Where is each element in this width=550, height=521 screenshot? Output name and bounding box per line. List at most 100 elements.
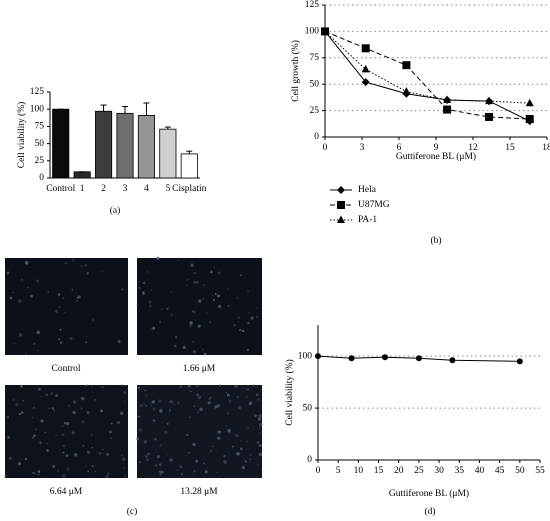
cell-speck [18,462,22,466]
cell-speck [158,399,162,403]
cell-speck [226,288,229,290]
cell-speck [203,462,205,465]
cell-speck [138,286,141,290]
x-tick-label: 2 [101,184,106,194]
cell-speck [62,444,65,448]
cell-speck [248,312,250,314]
cell-speck [98,452,102,455]
micrograph [137,385,262,478]
cell-speck [177,402,180,404]
cell-speck [256,393,259,396]
cell-speck [86,450,91,454]
y-axis-label: Cell viability (%) [284,359,295,426]
y-tick-label: 75 [310,53,320,63]
cell-speck [122,457,126,461]
cell-speck [186,278,189,281]
cell-speck [142,281,146,285]
micrograph [5,258,128,355]
cell-speck [31,436,35,439]
cell-speck [107,472,110,475]
y-tick-label: 0 [307,455,312,465]
cell-speck [121,288,124,291]
marker [525,98,534,107]
panel-label: (a) [110,205,121,216]
cell-speck [246,396,248,398]
cell-speck [105,475,109,479]
cell-speck [145,404,147,407]
x-tick-label: 15 [505,143,515,153]
x-tick-label: 20 [394,466,404,476]
x-tick-label: 15 [374,466,384,476]
cell-speck [254,414,257,418]
cell-speck [71,289,74,291]
cell-speck [166,422,169,425]
x-tick-label: 30 [434,466,444,476]
cell-speck [22,399,25,402]
cell-speck [192,340,195,343]
panel-label: (d) [424,506,435,517]
cell-speck [46,442,49,445]
cell-speck [169,458,173,462]
cell-speck [84,385,87,387]
cell-speck [155,439,158,442]
cell-speck [92,319,95,321]
y-tick-label: 0 [39,173,44,183]
series-line [324,31,530,104]
cell-speck [55,394,58,397]
cell-speck [180,473,183,476]
cell-speck [246,387,250,391]
cell-speck [146,452,150,456]
marker [443,95,452,104]
cell-speck [139,404,143,408]
cell-speck [87,470,90,473]
cell-speck [20,278,23,281]
cell-speck [44,431,47,434]
cell-speck [6,415,10,419]
x-tick-label: 3 [360,143,365,153]
cell-speck [241,329,245,333]
cell-speck [189,324,193,328]
cell-speck [51,407,54,410]
cell-speck [31,471,34,474]
y-tick-label: 125 [30,87,45,97]
cell-speck [235,452,238,455]
cell-speck [146,458,149,461]
cell-speck [63,297,65,299]
cell-speck [234,384,238,389]
bar [137,114,155,179]
cell-speck [86,384,89,387]
cell-speck [191,310,194,312]
x-axis-label: Guttiferone BL (μM) [396,151,476,162]
y-tick-label: 75 [35,122,45,132]
cell-speck [193,280,197,284]
marker [321,26,329,35]
micrograph-caption: Control [51,364,80,374]
y-axis-label: Cell viability (%) [16,102,27,169]
cell-speck [193,469,196,473]
cell-speck [192,309,196,314]
cell-speck [80,265,83,268]
cell-speck [144,455,148,458]
marker [361,78,370,87]
cell-speck [216,403,221,408]
cell-speck [101,270,104,273]
cell-speck [259,422,263,427]
cell-speck [12,291,14,294]
cell-speck [170,291,173,294]
cell-speck [37,387,41,391]
cell-speck [193,272,197,275]
marker [485,96,494,105]
cell-speck [117,420,121,425]
y-tick-label: 125 [305,0,320,10]
cell-speck [91,465,94,468]
cell-speck [208,397,211,400]
cell-speck [258,414,262,418]
y-tick-label: 50 [35,139,45,149]
cell-speck [196,281,199,284]
error-bar [164,126,171,130]
cell-speck [84,264,88,267]
cell-speck [173,403,175,405]
cell-speck [69,336,73,341]
cell-speck [246,348,249,352]
cell-speck [239,328,242,332]
